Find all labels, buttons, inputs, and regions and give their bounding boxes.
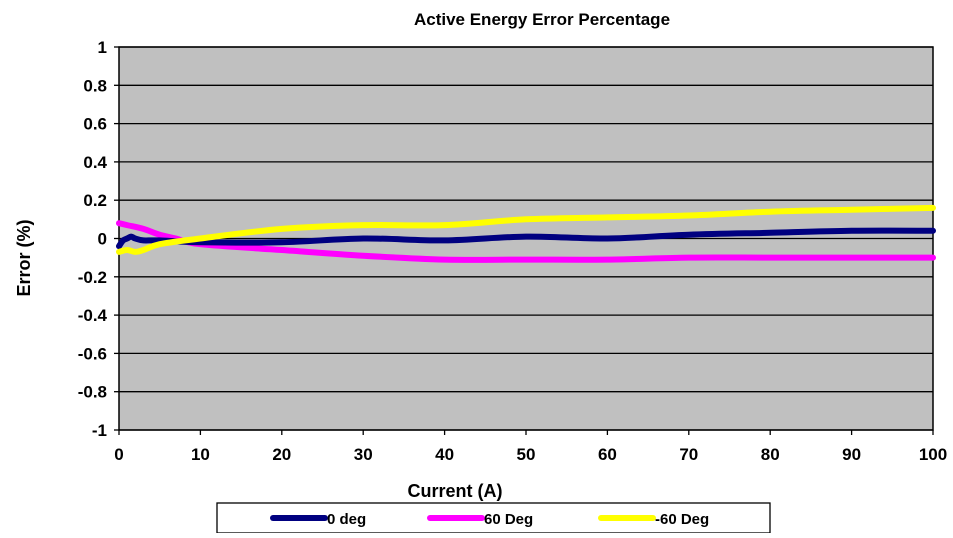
y-axis-label: Error (%) bbox=[14, 219, 34, 296]
x-tick-label: 30 bbox=[354, 445, 373, 464]
series-layer bbox=[116, 204, 936, 263]
y-tick-label: -1 bbox=[92, 421, 107, 440]
series-line-0 bbox=[116, 227, 936, 250]
x-tick-label: 40 bbox=[435, 445, 454, 464]
x-tick-labels: 0 10 20 30 40 50 60 70 80 90 100 bbox=[114, 445, 947, 464]
x-tick-label: 50 bbox=[517, 445, 536, 464]
y-tick-labels: 1 0.8 0.6 0.4 0.2 0 -0.2 -0.4 -0.6 -0.8 -1 bbox=[78, 38, 108, 440]
x-tick-label: 10 bbox=[191, 445, 210, 464]
y-tick-label: 0.2 bbox=[83, 191, 107, 210]
legend: 0 deg 60 Deg -60 Deg bbox=[216, 502, 771, 534]
legend-label-2: -60 Deg bbox=[655, 511, 709, 528]
x-tick-label: 0 bbox=[114, 445, 123, 464]
y-tick-label: 0.4 bbox=[83, 153, 107, 172]
chart-title: Active Energy Error Percentage bbox=[414, 10, 670, 29]
x-tick-label: 80 bbox=[761, 445, 780, 464]
y-tick-label: 1 bbox=[98, 38, 107, 57]
axes bbox=[118, 46, 934, 431]
legend-label-0: 0 deg bbox=[327, 511, 366, 528]
x-tick-label: 20 bbox=[272, 445, 291, 464]
y-tick-label: -0.2 bbox=[78, 268, 107, 287]
x-tick-label: 60 bbox=[598, 445, 617, 464]
y-tick-label: 0 bbox=[98, 230, 107, 249]
x-tick-label: 70 bbox=[679, 445, 698, 464]
y-tick-label: 0.6 bbox=[83, 115, 107, 134]
legend-label-1: 60 Deg bbox=[484, 511, 533, 528]
y-tick-label: 0.8 bbox=[83, 76, 107, 95]
series-line-1 bbox=[116, 220, 936, 263]
y-tick-label: -0.6 bbox=[78, 344, 107, 363]
x-axis-label: Current (A) bbox=[408, 481, 503, 501]
x-tick-label: 90 bbox=[842, 445, 861, 464]
plot-border bbox=[118, 46, 934, 431]
y-tick-label: -0.4 bbox=[78, 306, 108, 325]
y-tick-label: -0.8 bbox=[78, 383, 107, 402]
x-tick-label: 100 bbox=[919, 445, 947, 464]
series-line-2 bbox=[116, 204, 936, 255]
